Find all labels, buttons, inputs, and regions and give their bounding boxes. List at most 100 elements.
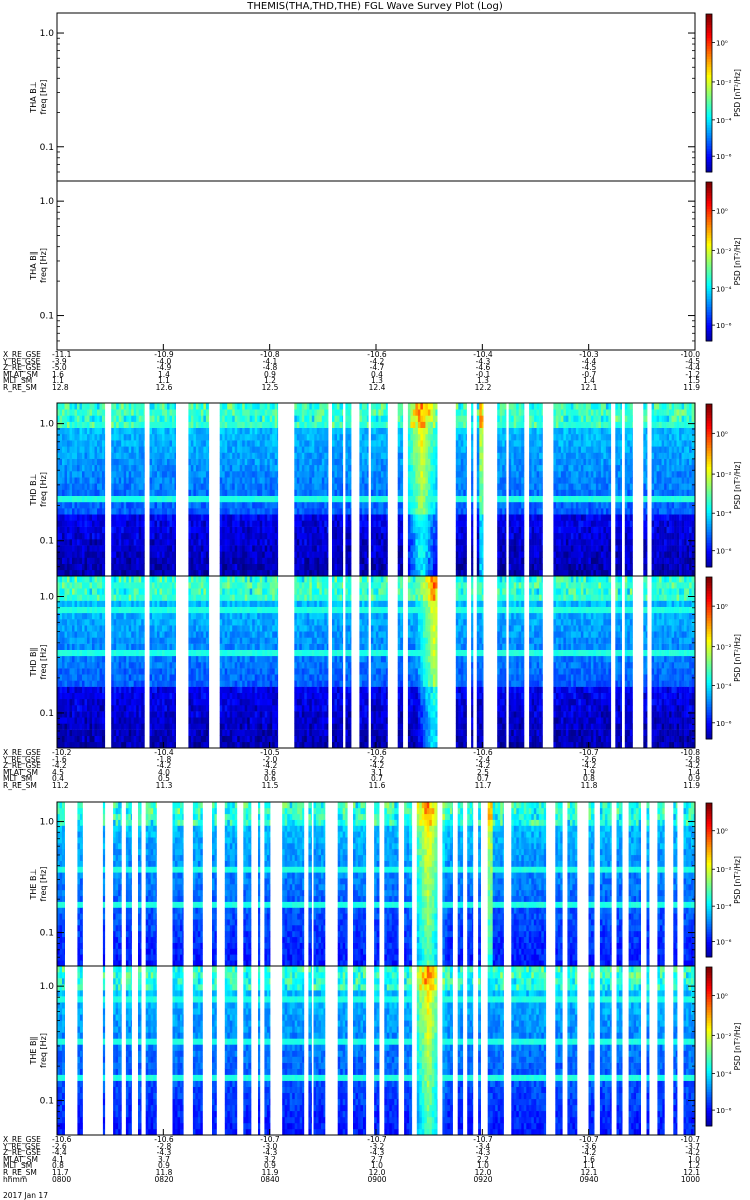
y-tick-label: 1.0 — [40, 593, 55, 603]
ephemeris-label: R_RE_SM — [3, 782, 41, 790]
ephemeris-value: -10.7 — [357, 1136, 397, 1144]
ephemeris-value: -10.4 — [463, 351, 503, 359]
ephemeris-value: 12.4 — [357, 384, 397, 392]
ephemeris-value: -2.6 — [52, 1143, 92, 1151]
colorbar-label: PSD [nT²/Hz] — [733, 634, 742, 682]
ephemeris-value: -2.0 — [250, 756, 290, 764]
ephemeris-value: 0.9 — [250, 1162, 290, 1170]
colorbar-tick-label: 10⁻² — [716, 644, 732, 652]
ephemeris-value: -4.2 — [660, 762, 700, 770]
ephemeris-value: 12.5 — [250, 384, 290, 392]
ephemeris-value: 1.1 — [52, 377, 92, 385]
colorbar-2: 10⁰ 10⁻² 10⁻⁴ 10⁻⁶ PSD [nT²/Hz] — [705, 181, 742, 342]
ephemeris-value: -4.2 — [463, 762, 503, 770]
ephemeris-value: 1.1 — [144, 377, 184, 385]
ephemeris-value: -5.0 — [52, 364, 92, 372]
ephemeris-value: 11.6 — [357, 782, 397, 790]
colorbar-tick-label: 10⁻² — [716, 866, 732, 874]
ephemeris-label: X_RE_GSE — [3, 351, 41, 359]
ephemeris-value: 1.4 — [660, 769, 700, 777]
ephemeris-value: -10.7 — [660, 1136, 700, 1144]
ephemeris-value: -10.7 — [569, 749, 609, 757]
y-axis-label: freq [Hz] — [39, 472, 48, 507]
panel-label: THE B∥ — [29, 1037, 38, 1066]
ephemeris-column: -10.4 -1.8 -4.2 4.0 0.5 11.3 — [144, 749, 184, 790]
y-axis-label: freq [Hz] — [39, 1033, 48, 1068]
colorbar-tick-label: 10⁻⁶ — [716, 1107, 732, 1115]
ephemeris-value: 11.9 — [660, 384, 700, 392]
ephemeris-label: Y_RE_GSE — [3, 756, 41, 764]
ephemeris-label: R_RE_SM — [3, 1169, 41, 1177]
ephemeris-value: -2.6 — [569, 756, 609, 764]
ephemeris-value: -4.4 — [52, 1149, 92, 1157]
colorbar-tick-label: 10⁻⁶ — [716, 153, 732, 161]
date-label: 2017 Jan 17 — [3, 1191, 48, 1200]
ephemeris-value: 11.7 — [52, 1169, 92, 1177]
y-axis-label: freq [Hz] — [39, 867, 48, 902]
colorbar-tick-label: 10⁻⁶ — [716, 322, 732, 330]
ephemeris-value: 2.2 — [463, 1156, 503, 1164]
ephemeris-value: -3.9 — [52, 358, 92, 366]
ephemeris-value: 0.5 — [144, 775, 184, 783]
colorbar-6: 10⁰ 10⁻² 10⁻⁴ 10⁻⁶ PSD [nT²/Hz] — [705, 966, 742, 1127]
ephemeris-value: 0820 — [144, 1176, 184, 1184]
ephemeris-value: 12.2 — [463, 384, 503, 392]
ephemeris-value: 1.5 — [660, 377, 700, 385]
colorbar-tick-label: 10⁻² — [716, 247, 732, 255]
ephemeris-value: -0.1 — [463, 371, 503, 379]
ephemeris-column: -10.7 -3.0 -4.3 3.2 0.9 11.9 0840 — [250, 1136, 290, 1183]
ephemeris-value: 1.0 — [463, 1162, 503, 1170]
ephemeris-value: -4.4 — [569, 358, 609, 366]
ephemeris-value: 0.8 — [569, 775, 609, 783]
y-tick-label: 1.0 — [40, 982, 55, 992]
ephemeris-value: -10.8 — [250, 351, 290, 359]
ephemeris-value: 12.1 — [569, 1169, 609, 1177]
ephemeris-value: 1.4 — [144, 371, 184, 379]
colorbar-tick-label: 10⁻⁴ — [716, 683, 732, 691]
ephemeris-value: 2.5 — [463, 769, 503, 777]
ephemeris-value: 11.9 — [250, 1169, 290, 1177]
ephemeris-column: -10.8 -2.8 -4.2 1.4 0.9 11.9 — [660, 749, 700, 790]
ephemeris-value: 0.9 — [144, 1162, 184, 1170]
colorbar-tick-label: 10⁻⁴ — [716, 1071, 732, 1079]
y-axis-label: freq [Hz] — [39, 248, 48, 283]
ephemeris-value: 4.5 — [52, 769, 92, 777]
ephemeris-value: 1.1 — [569, 1162, 609, 1170]
y-tick-label: 1.0 — [40, 420, 55, 430]
ephemeris-value: -4.5 — [569, 364, 609, 372]
colorbar-tick-label: 10⁻⁴ — [716, 117, 732, 125]
ephemeris-value: -4.3 — [250, 1149, 290, 1157]
spectrogram-panel-6 — [57, 966, 696, 1136]
colorbar-tick-label: 10⁰ — [716, 208, 728, 216]
ephemeris-value: 12.1 — [569, 384, 609, 392]
ephemeris-value: 0940 — [569, 1176, 609, 1184]
ephemeris-column: -10.7 -3.4 -4.3 2.2 1.0 12.0 0920 — [463, 1136, 503, 1183]
ephemeris-value: -4.9 — [144, 364, 184, 372]
ephemeris-value: -4.2 — [52, 762, 92, 770]
ephemeris-column: -10.6 -2.6 -4.4 4.1 0.8 11.7 0800 — [52, 1136, 92, 1183]
ephemeris-value: -2.2 — [357, 756, 397, 764]
ephemeris-value: -4.3 — [144, 1149, 184, 1157]
ephemeris-value: -4.6 — [463, 364, 503, 372]
ephemeris-value: -0.7 — [569, 371, 609, 379]
ephemeris-value: -10.7 — [250, 1136, 290, 1144]
ephemeris-value: 1.3 — [357, 377, 397, 385]
ephemeris-value: 11.2 — [52, 782, 92, 790]
ephemeris-value: 1000 — [660, 1176, 700, 1184]
ephemeris-column: -10.6 -4.2 -4.7 0.4 1.3 12.4 — [357, 351, 397, 392]
y-axis-label: freq [Hz] — [39, 645, 48, 680]
colorbar-tick-label: 10⁻² — [716, 471, 732, 479]
ephemeris-value: -2.8 — [144, 1143, 184, 1151]
ephemeris-value: 3.1 — [357, 769, 397, 777]
ephemeris-value: -10.0 — [660, 351, 700, 359]
ephemeris-label: Z_RE_GSE — [3, 762, 41, 770]
ephemeris-column: -10.6 -2.4 -4.2 2.5 0.7 11.7 — [463, 749, 503, 790]
ephemeris-column: -10.3 -4.4 -4.5 -0.7 1.4 12.1 — [569, 351, 609, 392]
colorbar-tick-label: 10⁰ — [716, 430, 728, 438]
ephemeris-value: -10.6 — [144, 1136, 184, 1144]
panel-frame-2 — [56, 180, 696, 351]
ephemeris-value: -4.2 — [250, 762, 290, 770]
ephemeris-value: 12.8 — [52, 384, 92, 392]
colorbar-tick-label: 10⁻⁴ — [716, 286, 732, 294]
